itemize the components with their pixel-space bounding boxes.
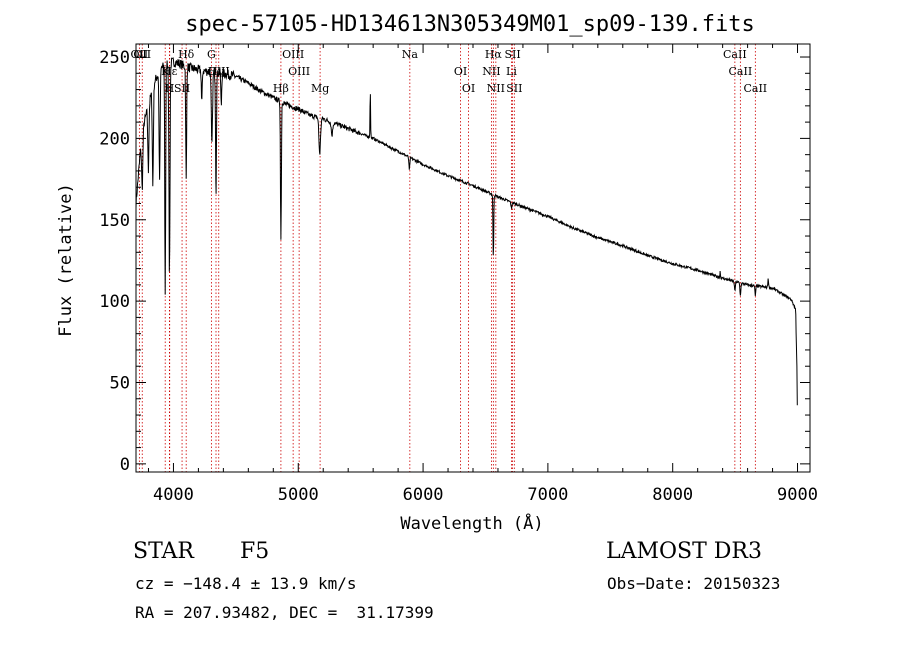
line-marker-label: OIII: [282, 48, 304, 61]
line-markers: [138, 44, 756, 472]
line-marker-label: OII: [131, 48, 149, 61]
line-marker-label: CaII: [723, 48, 747, 61]
line-marker-label: Hα: [485, 48, 503, 61]
line-marker-label: K: [161, 65, 170, 78]
y-tick-label: 50: [110, 373, 130, 393]
x-tick-label: 7000: [527, 485, 568, 505]
survey-name: LAMOST DR3: [606, 539, 762, 564]
y-tick-label: 200: [99, 129, 130, 149]
line-marker-label: SII: [174, 82, 190, 95]
line-marker-label: NII: [487, 82, 505, 95]
chart-title: spec-57105-HD134613N305349M01_sp09-139.f…: [185, 12, 755, 37]
line-marker-label: Hδ: [178, 48, 195, 61]
spectrum-line: [135, 57, 798, 406]
y-tick-label: 0: [120, 455, 130, 475]
line-marker-label: H: [165, 82, 175, 95]
line-marker-labels: HδKHOIIHεSIIOIIHγHGOIIIHβOIIIOIIIMgNaOIO…: [131, 48, 768, 95]
x-tick-label: 6000: [403, 485, 444, 505]
line-marker-label: H: [165, 82, 175, 95]
line-marker-label: OI: [454, 65, 467, 78]
y-tick-label: 100: [99, 292, 130, 312]
line-marker-label: Li: [506, 65, 517, 78]
axis-ticks: 4000 5000 6000 7000 8000 9000 0 50 100 150 200 250: [99, 44, 818, 505]
line-marker-label: OIII: [288, 65, 310, 78]
plot-frame: [135, 43, 811, 473]
line-marker-label: G: [207, 48, 216, 61]
y-tick-label: 250: [99, 48, 130, 68]
line-marker-label: Mg: [311, 82, 329, 95]
observation-date: Obs−Date: 20150323: [607, 574, 781, 593]
line-marker-label: Na: [402, 48, 419, 61]
redshift-velocity: cz = −148.4 ± 13.9 km/s: [135, 574, 357, 593]
line-marker-label: NII: [482, 65, 500, 78]
coordinates: RA = 207.93482, DEC = 31.17399: [135, 603, 434, 622]
line-marker-label: SII: [504, 48, 520, 61]
object-class: STAR: [133, 539, 194, 564]
line-marker-label: SII: [506, 82, 522, 95]
line-marker-label: OII: [133, 48, 151, 61]
object-subclass: F5: [240, 539, 270, 564]
y-tick-label: 150: [99, 211, 130, 231]
x-axis-label: Wavelength (Å): [400, 512, 543, 534]
y-axis-label: Flux (relative): [56, 183, 76, 337]
line-marker-label: OI: [462, 82, 475, 95]
line-marker-label: CaII: [743, 82, 767, 95]
line-marker-label: CaII: [729, 65, 753, 78]
x-tick-label: 9000: [777, 485, 818, 505]
line-marker-label: Hβ: [273, 82, 289, 95]
x-tick-label: 4000: [153, 485, 194, 505]
x-tick-label: 8000: [652, 485, 693, 505]
x-tick-label: 5000: [278, 485, 319, 505]
